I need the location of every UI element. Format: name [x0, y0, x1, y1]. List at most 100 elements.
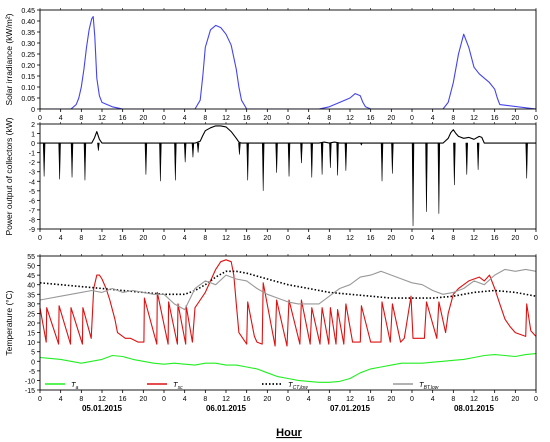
x-tick-label: 16: [491, 396, 499, 403]
legend-entry: Ta: [71, 380, 79, 391]
x-tick-label: 4: [307, 235, 311, 242]
power-spike: [453, 142, 456, 186]
x-tick-label: 4: [431, 396, 435, 403]
power-spike: [465, 142, 468, 175]
date-label: 06.01.2015: [206, 404, 247, 413]
legend: Ta Tsc TCT,low TBT,low: [45, 380, 439, 391]
power-spike: [174, 142, 177, 181]
y-tick-label: -3: [29, 170, 35, 177]
y-tick-label: -1: [29, 151, 35, 158]
power-spike: [191, 142, 195, 158]
x-tick-label: 0: [286, 115, 290, 122]
x-tick-label: 8: [79, 115, 83, 122]
x-tick-label: 16: [367, 396, 375, 403]
power-spike: [159, 142, 162, 182]
x-tick-label: 0: [38, 235, 42, 242]
power-spike: [238, 142, 241, 155]
y-tick-label: 0.40: [21, 19, 35, 26]
series-line-1-0: [40, 125, 536, 144]
power-spike: [525, 142, 528, 179]
power-spike: [196, 142, 200, 153]
y-tick-label: 25: [27, 311, 35, 318]
x-tick-label: 12: [470, 115, 478, 122]
power-spike: [144, 142, 148, 175]
y-tick-label: 0.25: [21, 52, 35, 59]
power-spike: [336, 142, 339, 176]
x-tick-label: 20: [387, 115, 395, 122]
x-tick-label: 12: [98, 235, 106, 242]
power-spike: [83, 142, 87, 181]
power-spike: [58, 142, 61, 180]
x-tick-label: 20: [511, 235, 519, 242]
y-tick-label: 1: [31, 132, 35, 139]
series-line-2-0: [40, 353, 536, 383]
x-tick-label: 8: [79, 235, 83, 242]
plot-frame: [39, 255, 537, 391]
y-tick-label: 40: [27, 283, 35, 290]
y-tick-label: -2: [29, 160, 35, 167]
y-tick-label: 5: [31, 350, 35, 357]
y-tick-label: -8: [29, 217, 35, 224]
x-tick-label: 0: [534, 235, 538, 242]
x-tick-label: 4: [183, 396, 187, 403]
x-tick-label: 0: [534, 396, 538, 403]
y-tick-label: 45: [27, 273, 35, 280]
legend-subscript: CT,low: [293, 385, 308, 391]
y-tick-label: -4: [29, 179, 35, 186]
y-axis-label: Power output of collectors (kW): [4, 117, 14, 235]
date-label: 05.01.2015: [82, 404, 123, 413]
y-tick-label: 0.15: [21, 74, 35, 81]
series-line-0-0: [40, 16, 536, 109]
y-tick-label: -5: [29, 189, 35, 196]
legend-subscript: a: [76, 385, 79, 391]
y-tick-label: 0.35: [21, 30, 35, 37]
plot-frame: [39, 123, 537, 230]
y-tick-label: -6: [29, 198, 35, 205]
x-tick-label: 8: [451, 235, 455, 242]
power-output-panel: 210-1-2-3-4-5-6-7-8-90 4 8 12 16 20 0 4 8 12 16 20 0…: [4, 117, 538, 242]
y-tick-label: 0: [31, 107, 35, 114]
x-tick-label: 12: [346, 115, 354, 122]
y-tick-label: 0.20: [21, 63, 35, 70]
x-tick-label: 8: [327, 235, 331, 242]
x-tick-label: 20: [387, 396, 395, 403]
y-tick-label: 0.10: [21, 85, 35, 92]
power-spike: [275, 142, 278, 173]
x-tick-label: 8: [451, 115, 455, 122]
y-tick-label: 15: [27, 331, 35, 338]
date-label: 08.01.2015: [454, 404, 495, 413]
y-tick-label: -15: [25, 388, 35, 395]
x-tick-label: 4: [183, 235, 187, 242]
power-spike: [42, 142, 46, 177]
plot-area: [40, 16, 536, 109]
x-axis-label: Hour: [276, 427, 302, 439]
x-tick-label: 8: [451, 396, 455, 403]
date-labels: 05.01.2015 06.01.2015 07.01.2015 08.01.2015: [82, 404, 495, 413]
power-spike: [476, 142, 480, 170]
irradiance-panel: 0 0.05 0.10 0.15 0.20 0.25 0.30 0.35 0.40 0.45 0 4 8…: [4, 8, 538, 122]
x-tick-label: 0: [534, 115, 538, 122]
x-tick-label: 4: [307, 396, 311, 403]
x-tick-label: 16: [243, 235, 251, 242]
plot-frame: [39, 9, 537, 110]
x-tick-label: 20: [263, 396, 271, 403]
x-tick-label: 16: [491, 115, 499, 122]
legend-subscript: BT,low: [424, 385, 439, 391]
x-tick-label: 16: [243, 396, 251, 403]
power-spike: [183, 142, 187, 163]
power-spike: [437, 142, 441, 214]
y-tick-label: -7: [29, 208, 35, 215]
power-spike: [425, 142, 428, 212]
power-spike: [380, 142, 384, 182]
x-tick-label: 8: [203, 115, 207, 122]
power-spike: [320, 142, 324, 175]
power-spike: [329, 142, 332, 168]
x-tick-label: 20: [263, 235, 271, 242]
x-tick-label: 0: [162, 235, 166, 242]
power-spike: [359, 142, 363, 146]
x-tick-label: 12: [346, 396, 354, 403]
y-tick-label: 55: [27, 254, 35, 261]
x-tick-label: 4: [59, 235, 63, 242]
x-tick-label: 4: [431, 115, 435, 122]
